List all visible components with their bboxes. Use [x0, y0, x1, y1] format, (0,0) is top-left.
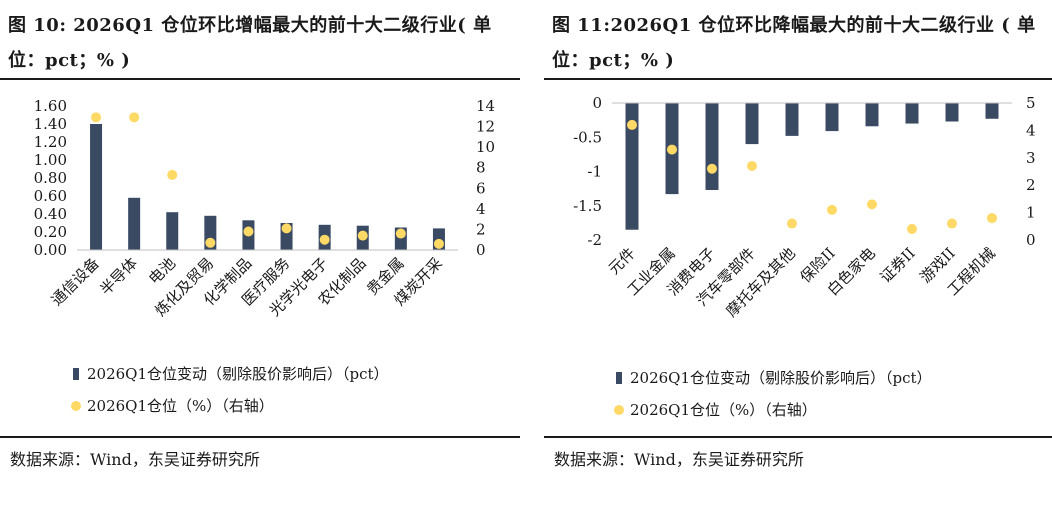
x-category-label: 通信设备 — [48, 254, 103, 309]
bar-6 — [825, 103, 839, 132]
point-4 — [747, 161, 757, 172]
y-left-tick-label: 0.60 — [34, 187, 67, 205]
y-right-tick-label: 4 — [1026, 121, 1036, 139]
point-1 — [91, 112, 102, 123]
point-5 — [787, 218, 797, 229]
y-right-tick-label: 5 — [1026, 94, 1036, 112]
bar-2 — [128, 197, 141, 250]
y-right-tick-label: 6 — [476, 179, 486, 197]
legend-bar-label: 2026Q1仓位变动（剔除股价影响后）（pct） — [87, 365, 389, 383]
y-left-tick-label: 1.20 — [34, 133, 67, 151]
point-8 — [357, 230, 368, 241]
bar-3 — [166, 212, 179, 250]
y-left-tick-label: 0.40 — [34, 205, 67, 223]
x-category-label: 证券II — [877, 244, 919, 286]
legend-bar-swatch — [616, 372, 622, 384]
y-left-tick-label: 0.80 — [34, 169, 67, 187]
legend-dot-swatch — [71, 401, 81, 411]
point-6 — [281, 223, 292, 234]
point-5 — [243, 226, 254, 237]
point-8 — [907, 224, 917, 235]
point-2 — [667, 144, 677, 155]
point-7 — [867, 199, 877, 210]
y-left-tick-label: 0.00 — [34, 241, 67, 259]
y-left-tick-label: 1.40 — [34, 115, 67, 133]
point-10 — [433, 238, 444, 249]
y-right-tick-label: 0 — [476, 241, 486, 259]
chart-title-right: 图 11:2026Q1 仓位环比降幅最大的前十大二级行业 ( 单位：pct；% … — [552, 15, 1036, 71]
y-left-tick-label: 1.00 — [34, 151, 67, 169]
bar-8 — [905, 103, 919, 124]
y-left-tick-label: 1.60 — [34, 97, 67, 115]
x-category-label: 元件 — [605, 244, 639, 278]
source-divider-left — [0, 436, 520, 438]
y-right-tick-label: 2 — [476, 220, 486, 238]
bar-7 — [865, 103, 879, 127]
point-1 — [627, 119, 637, 130]
chart-right: 0-0.5-1-1.5-2543210元件工业金属消费电子汽车零部件摩托车及其他… — [573, 94, 1036, 419]
y-right-tick-label: 8 — [476, 159, 486, 177]
point-10 — [987, 213, 997, 224]
legend-bar-swatch — [73, 368, 79, 380]
y-right-tick-label: 12 — [476, 118, 495, 136]
legend-dot-swatch — [614, 405, 624, 415]
chart-left: 1.601.401.201.000.800.600.400.200.00 14 12… — [34, 97, 496, 415]
y-left-tick-label: -2 — [587, 231, 602, 249]
point-6 — [827, 204, 837, 215]
point-4 — [205, 237, 216, 248]
chart-title-left: 图 10: 2026Q1 仓位环比增幅最大的前十大二级行业( 单位：pct；% … — [8, 15, 492, 71]
point-9 — [947, 218, 957, 229]
bar-3 — [705, 103, 719, 190]
source-note-left: 数据来源：Wind，东吴证券研究所 — [10, 450, 260, 469]
point-3 — [167, 169, 178, 180]
bar-1 — [90, 124, 103, 250]
y-right-tick-label: 14 — [476, 97, 495, 115]
bar-9 — [945, 103, 959, 122]
bar-5 — [785, 103, 799, 136]
y-left-tick-label: 0 — [592, 94, 602, 112]
x-category-label: 半导体 — [96, 254, 141, 299]
y-right-tick-label: 4 — [476, 200, 486, 218]
source-divider-right — [544, 436, 1052, 438]
legend-dot-label: 2026Q1仓位（%）（右轴） — [87, 397, 274, 415]
x-category-label: 电池 — [145, 254, 179, 288]
bar-10 — [985, 103, 999, 119]
title-divider-right — [544, 78, 1052, 80]
point-2 — [129, 112, 140, 123]
bar-4 — [745, 103, 759, 145]
point-9 — [395, 228, 406, 239]
y-right-tick-label: 3 — [1026, 149, 1036, 167]
y-left-tick-label: -0.5 — [573, 128, 602, 146]
point-7 — [319, 234, 330, 245]
source-note-right: 数据来源：Wind，东吴证券研究所 — [554, 450, 804, 469]
point-3 — [707, 163, 717, 174]
y-right-tick-label: 0 — [1026, 231, 1036, 249]
y-right-tick-label: 2 — [1026, 176, 1036, 194]
title-divider-left — [0, 78, 520, 80]
legend-dot-label: 2026Q1仓位（%）（右轴） — [630, 401, 817, 419]
y-left-tick-label: -1 — [587, 163, 602, 181]
y-left-tick-label: 0.20 — [34, 223, 67, 241]
bar-1 — [625, 103, 639, 230]
y-left-tick-label: -1.5 — [573, 197, 602, 215]
y-right-tick-label: 1 — [1026, 204, 1036, 222]
legend-bar-label: 2026Q1仓位变动（剔除股价影响后）（pct） — [630, 369, 932, 387]
y-right-tick-label: 10 — [476, 138, 495, 156]
